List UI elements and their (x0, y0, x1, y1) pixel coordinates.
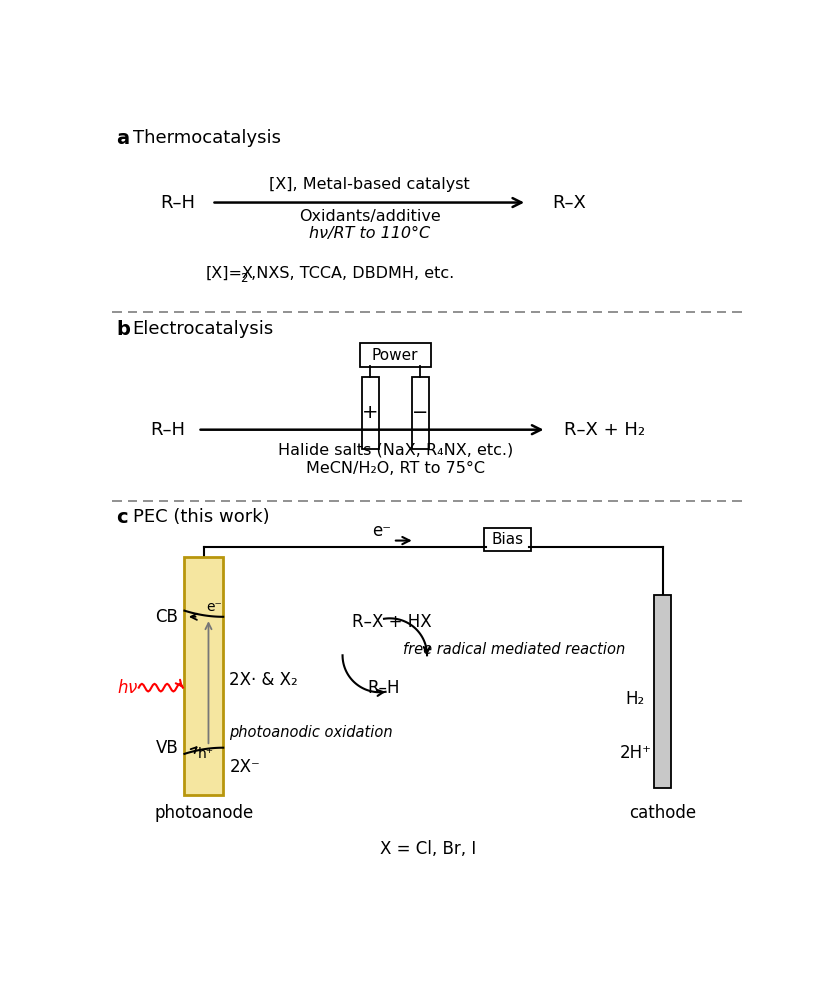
Text: 2X· & X₂: 2X· & X₂ (229, 671, 298, 689)
Text: free radical mediated reaction: free radical mediated reaction (402, 641, 624, 657)
Text: $\mathbf{b}$: $\mathbf{b}$ (116, 319, 131, 339)
FancyBboxPatch shape (484, 528, 530, 551)
Text: R–X + HX: R–X + HX (351, 613, 431, 631)
Text: photoanodic oxidation: photoanodic oxidation (229, 725, 393, 739)
Text: [X]=X: [X]=X (205, 266, 253, 281)
Text: R–H: R–H (367, 679, 400, 696)
Text: photoanode: photoanode (154, 804, 253, 822)
Text: PEC (this work): PEC (this work) (132, 509, 269, 526)
Bar (361, 377, 379, 449)
Text: $h\nu$: $h\nu$ (117, 679, 139, 696)
Text: hν/RT to 110°C: hν/RT to 110°C (308, 226, 430, 241)
Text: R–X + H₂: R–X + H₂ (563, 420, 645, 439)
Text: ,NXS, TCCA, DBDMH, etc.: ,NXS, TCCA, DBDMH, etc. (246, 266, 454, 281)
Text: CB: CB (155, 608, 178, 626)
Text: e⁻: e⁻ (206, 600, 222, 614)
Text: −: − (411, 404, 428, 422)
Text: R–H: R–H (161, 193, 196, 211)
Text: Halide salts (NaX, R₄NX, etc.): Halide salts (NaX, R₄NX, etc.) (278, 443, 512, 458)
Bar (653, 595, 670, 788)
Text: Power: Power (371, 348, 418, 362)
Text: VB: VB (155, 738, 178, 757)
Text: X = Cl, Br, I: X = Cl, Br, I (380, 841, 477, 858)
Text: +: + (362, 404, 378, 422)
FancyBboxPatch shape (359, 343, 431, 367)
Text: Bias: Bias (491, 532, 523, 547)
Text: cathode: cathode (629, 804, 696, 822)
Text: 2X⁻: 2X⁻ (229, 758, 260, 776)
Text: h⁺: h⁺ (198, 747, 214, 761)
Text: Oxidants/additive: Oxidants/additive (298, 209, 440, 224)
Text: Electrocatalysis: Electrocatalysis (132, 319, 273, 338)
Text: $\mathbf{c}$: $\mathbf{c}$ (116, 509, 129, 527)
Text: 2H⁺: 2H⁺ (619, 744, 650, 762)
Text: H₂: H₂ (625, 690, 645, 708)
Text: MeCN/H₂O, RT to 75°C: MeCN/H₂O, RT to 75°C (305, 461, 484, 475)
Text: R–X: R–X (552, 193, 586, 211)
Text: 2: 2 (240, 271, 247, 285)
Text: Thermocatalysis: Thermocatalysis (132, 129, 280, 146)
Text: R–H: R–H (150, 420, 186, 439)
Bar (411, 377, 428, 449)
Text: $\mathbf{a}$: $\mathbf{a}$ (116, 129, 130, 147)
Text: e⁻: e⁻ (372, 522, 391, 540)
Text: [X], Metal-based catalyst: [X], Metal-based catalyst (269, 177, 470, 191)
Bar (184, 557, 223, 795)
